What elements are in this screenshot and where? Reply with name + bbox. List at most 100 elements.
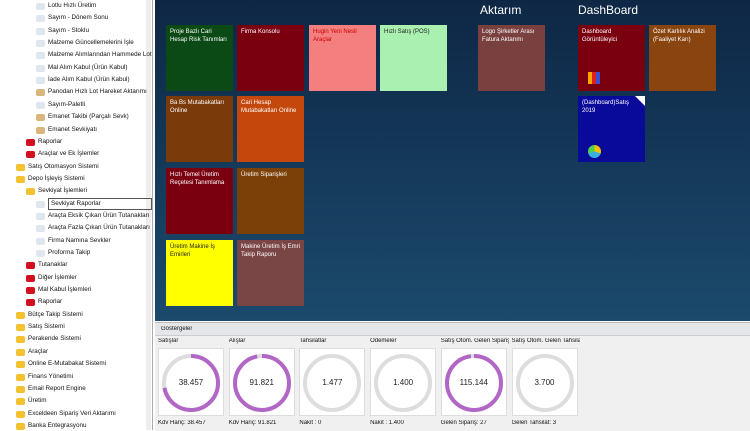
gauge-ring (374, 354, 433, 412)
gauge-ring (444, 354, 503, 412)
tree-item[interactable]: Firma Namına Sevkler (48, 236, 111, 244)
tree-item[interactable]: Sevkiyat İşlemleri (38, 187, 87, 195)
tile[interactable]: Logo Şirketler Arası Fatura Aktarımı (478, 25, 545, 91)
tree-item[interactable]: Üretim (28, 397, 47, 405)
tree-icon (36, 212, 45, 220)
gauge-ring (232, 354, 291, 412)
tree-icon (26, 274, 35, 282)
tree-item[interactable]: Proforma Takip (48, 249, 91, 256)
tree-item[interactable]: Araçta Eksik Çıkan Ürün Tutanakları (48, 211, 150, 219)
tree-icon (36, 200, 45, 208)
tree-icon (16, 163, 25, 171)
tree-item[interactable]: Sayım - Stoklu (48, 26, 89, 34)
tree-item[interactable]: Lotlu Hızlı Üretim (48, 2, 97, 9)
tile[interactable]: Hızlı Satış (POS) (380, 25, 447, 91)
tree-icon (26, 138, 35, 146)
tree-icon (16, 361, 25, 369)
gauge-footer: Kdv Hariç: 38.457 (158, 420, 206, 426)
gauge: 38.457 (158, 348, 224, 416)
tree-item[interactable]: Satış Sistemi (28, 323, 65, 331)
gauge-arc (444, 354, 503, 412)
tree-icon (36, 114, 45, 122)
tile[interactable]: Üretim Makine İş Emirleri (166, 240, 233, 306)
tree-item[interactable]: Diğer İşlemler (38, 273, 77, 281)
tree-icon (26, 287, 35, 295)
tree-icon (26, 151, 35, 159)
tree-icon (16, 373, 25, 381)
gauge-footer: Gelen Tahsilat: 3 (511, 420, 557, 426)
tree-item[interactable]: Mal Kabul İşlemleri (38, 286, 92, 294)
tree-item[interactable]: Araçlar (28, 347, 48, 355)
tree-item[interactable]: Exceldeen Sipariş Veri Aktarımı (28, 409, 116, 417)
tree-item[interactable]: Raporlar (38, 298, 63, 306)
tree-item[interactable]: Emanet Sevkiyatı (48, 125, 97, 133)
check-mark (635, 96, 645, 106)
gauge-label: Satışlar (158, 338, 179, 344)
tree-item[interactable]: Malzeme Alımlarından Hammede Lotu Olu (48, 51, 152, 59)
tile[interactable]: Proje Bazlı Cari Hesap Risk Tanımları (166, 25, 233, 91)
tree-icon (16, 385, 25, 393)
panel-header (155, 323, 750, 336)
tree-item[interactable]: Banka Entegrasyonu (28, 421, 87, 429)
tree-item[interactable]: Sevkiyat Raporlar (48, 197, 152, 210)
tree-icon (16, 422, 25, 430)
gauge: 1.400 (370, 348, 437, 416)
tree-icon (36, 3, 45, 10)
tree-icon (16, 324, 25, 332)
tree-item[interactable]: Bütçe Takip Sistemi (28, 310, 83, 318)
tile[interactable]: Özet Karlılık Analizi (Faaliyet Karı) (649, 25, 716, 91)
tile[interactable]: Firma Konsolu (237, 25, 304, 91)
tile[interactable]: Üretim Siparişleri (237, 168, 304, 234)
tree-item[interactable]: Depo İşleyiş Sistemi (28, 174, 85, 182)
tree-item[interactable]: Online E-Mutabakat Sistemi (28, 360, 107, 368)
gauge: 91.821 (228, 348, 295, 416)
tree-icon (16, 175, 25, 183)
tile[interactable]: Hızlı Temel Üretim Reçetesi Tanımlama (166, 168, 233, 234)
tree-icon (36, 15, 45, 23)
tree-icon (36, 250, 45, 257)
tree-icon (26, 188, 35, 196)
tree-icon (16, 398, 25, 406)
tree-item[interactable]: Finans Yönetimi (28, 372, 74, 380)
tree-icon (36, 101, 45, 109)
gauge: 3.700 (511, 348, 578, 416)
scrollbar (146, 0, 151, 430)
tree-icon (26, 262, 35, 270)
tree-item[interactable]: Sayım-Paletli (48, 100, 86, 108)
tree-icon (16, 336, 25, 344)
gauge-label: Satış Otom. Gelen Siparişi (440, 338, 509, 344)
tree-item[interactable]: Email Report Engine (28, 384, 86, 392)
gauge: 115.144 (440, 348, 507, 416)
gauge-value: 91.821 (249, 378, 274, 387)
tree-icon (16, 410, 25, 418)
tree-icon (36, 64, 45, 72)
tree-icon (36, 237, 45, 245)
tree-item[interactable]: Satış Otomasyon Sistemi (28, 162, 99, 170)
gauge-label: Ödemeler (370, 338, 397, 344)
tree-panel: Lotlu Hızlı Üretim Sayım - Dönem Sonu Sayı… (0, 0, 153, 430)
tree-item[interactable]: Panodan Hızlı Lot Hareket Aktarımı (48, 88, 147, 96)
tile-area: Proje Bazlı Cari Hesap Risk Tanımları Fir… (155, 0, 750, 321)
gauge-value: 38.457 (178, 378, 204, 387)
tree-icon (36, 89, 45, 97)
gauge-ring (515, 354, 574, 412)
tile-icon (588, 145, 601, 158)
tree-item[interactable]: Raporlar (38, 137, 63, 145)
tree-item[interactable]: Araçta Fazla Çıkan Ürün Tutanakları (48, 224, 150, 232)
tree-item[interactable]: İade Alım Kabul (Ürün Kabul) (48, 76, 130, 84)
tree-item[interactable]: Emanet Takibi (Parçalı Sevk) (48, 113, 129, 121)
tile[interactable]: Hugin Yeni Nesil Araçlar (309, 25, 376, 91)
gauge-ring (162, 354, 220, 412)
tree-item[interactable]: Perakende Sistemi (28, 335, 81, 343)
tree-item[interactable]: Malzeme Güncellemelerini İşle (48, 39, 134, 47)
tree-item[interactable]: Tutanaklar (38, 261, 68, 269)
tree-icon (36, 225, 45, 233)
tree-item[interactable]: Sayım - Dönem Sonu (48, 14, 109, 22)
tree-icon (26, 299, 35, 307)
tile[interactable]: Ba Bs Mutabakatları Online (166, 96, 233, 162)
tile[interactable]: Cari Hesap Mutabakatları Online (237, 96, 304, 162)
tile[interactable]: Makine Üretim İş Emri Takip Raporu (237, 240, 304, 306)
tree-item[interactable]: Mal Alım Kabul (Ürün Kabul) (48, 63, 128, 71)
gauge: 1.477 (299, 348, 366, 416)
tree-item[interactable]: Araçlar ve Ek İşlemler (38, 150, 100, 158)
